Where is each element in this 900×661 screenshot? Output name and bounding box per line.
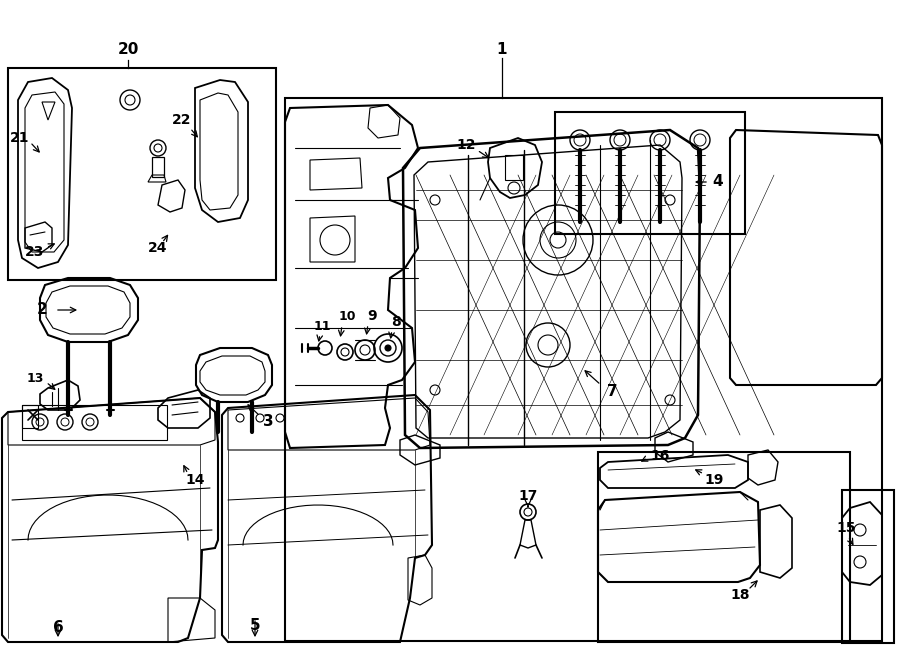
Text: 15: 15 bbox=[836, 521, 856, 535]
Text: 21: 21 bbox=[10, 131, 30, 145]
Bar bbox=[555, 112, 745, 234]
Text: 17: 17 bbox=[518, 489, 537, 503]
Text: 18: 18 bbox=[730, 588, 750, 602]
Bar bbox=[598, 452, 850, 642]
Text: 9: 9 bbox=[367, 309, 377, 323]
Bar bbox=[22, 405, 167, 440]
Text: 8: 8 bbox=[392, 315, 400, 329]
Text: 11: 11 bbox=[313, 319, 331, 332]
Circle shape bbox=[385, 345, 391, 351]
Text: 12: 12 bbox=[456, 138, 476, 152]
Text: 14: 14 bbox=[185, 473, 205, 487]
Text: 19: 19 bbox=[705, 473, 724, 487]
Text: 23: 23 bbox=[25, 245, 45, 259]
Bar bbox=[842, 490, 894, 643]
Text: 22: 22 bbox=[172, 113, 192, 127]
Text: 6: 6 bbox=[52, 621, 63, 635]
Text: 3: 3 bbox=[263, 414, 274, 430]
Text: 2: 2 bbox=[37, 303, 48, 317]
Bar bbox=[505, 155, 523, 180]
Text: 5: 5 bbox=[249, 617, 260, 633]
Text: 7: 7 bbox=[607, 385, 617, 399]
Text: 4: 4 bbox=[713, 175, 724, 190]
Text: 24: 24 bbox=[148, 241, 167, 255]
Text: 10: 10 bbox=[338, 309, 356, 323]
Bar bbox=[8, 68, 276, 280]
Bar bbox=[285, 98, 882, 641]
Text: 13: 13 bbox=[26, 371, 44, 385]
Text: 16: 16 bbox=[651, 449, 670, 463]
Text: 20: 20 bbox=[117, 42, 139, 58]
Bar bbox=[152, 157, 164, 177]
Text: 1: 1 bbox=[497, 42, 508, 58]
